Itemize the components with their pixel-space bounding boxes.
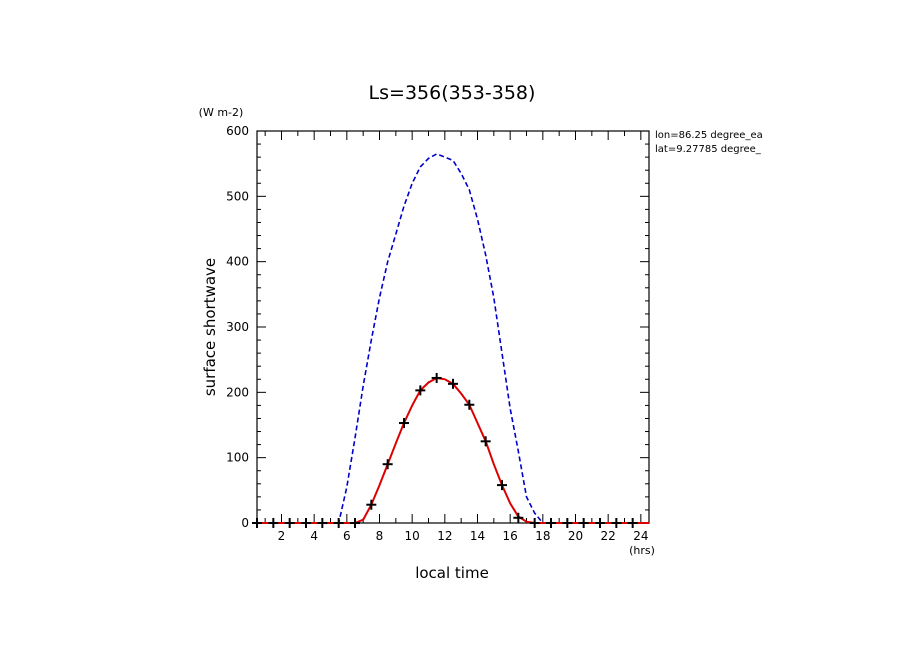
series-2-point [562,518,573,528]
x-axis-unit: (hrs) [629,544,655,557]
series-2-point [627,518,638,528]
x-tick-label: 6 [343,529,351,543]
y-tick-label: 200 [226,385,249,399]
y-axis-label: surface shortwave [201,258,219,396]
series-2-point [284,518,295,528]
y-tick-label: 100 [226,451,249,465]
series-1-line [257,376,649,524]
series-2-point [464,399,475,410]
y-tick-label: 300 [226,320,249,334]
series-2-point [301,518,311,528]
series-2-point [350,518,360,528]
x-tick-label: 24 [633,529,648,543]
series-2-point [399,418,409,429]
x-tick-label: 16 [503,529,518,543]
series-2-point [268,518,279,528]
x-tick-label: 2 [278,529,286,543]
series-layer [252,153,649,528]
series-2-point [611,518,622,528]
series-2-point [513,512,524,523]
x-tick-label: 22 [601,529,616,543]
x-tick-label: 8 [376,529,384,543]
series-2-point [480,436,491,447]
series-2-point [382,459,393,470]
series-2-point [529,518,540,528]
series-2-point [252,518,262,528]
series-2-point [415,385,426,396]
x-tick-label: 14 [470,529,485,543]
series-2-point [595,518,605,528]
series-2-point [317,518,328,528]
y-tick-label: 0 [241,516,249,530]
x-tick-label: 12 [437,529,452,543]
series-0-line [257,153,649,524]
y-axis-unit: (W m-2) [199,106,244,119]
series-2-point [497,480,507,491]
y-tick-label: 600 [226,124,249,138]
series-2-point [431,372,442,383]
x-tick-label: 18 [535,529,550,543]
chart-title: Ls=356(353-358) [369,82,536,104]
x-tick-label: 10 [405,529,420,543]
x-tick-label: 4 [310,529,318,543]
y-tick-label: 400 [226,255,249,269]
series-2-point [366,499,377,510]
series-2-point [546,518,556,528]
x-tick-label: 20 [568,529,583,543]
y-tick-label: 500 [226,189,249,203]
annotation-lon: lon=86.25 degree_ea [655,130,763,141]
plot-frame [256,130,650,524]
series-2-point [333,518,344,528]
x-axis-label: local time [415,564,489,582]
annotation-lat: lat=9.27785 degree_ [655,144,762,155]
series-2-point [578,518,589,528]
series-2-point [448,378,458,389]
